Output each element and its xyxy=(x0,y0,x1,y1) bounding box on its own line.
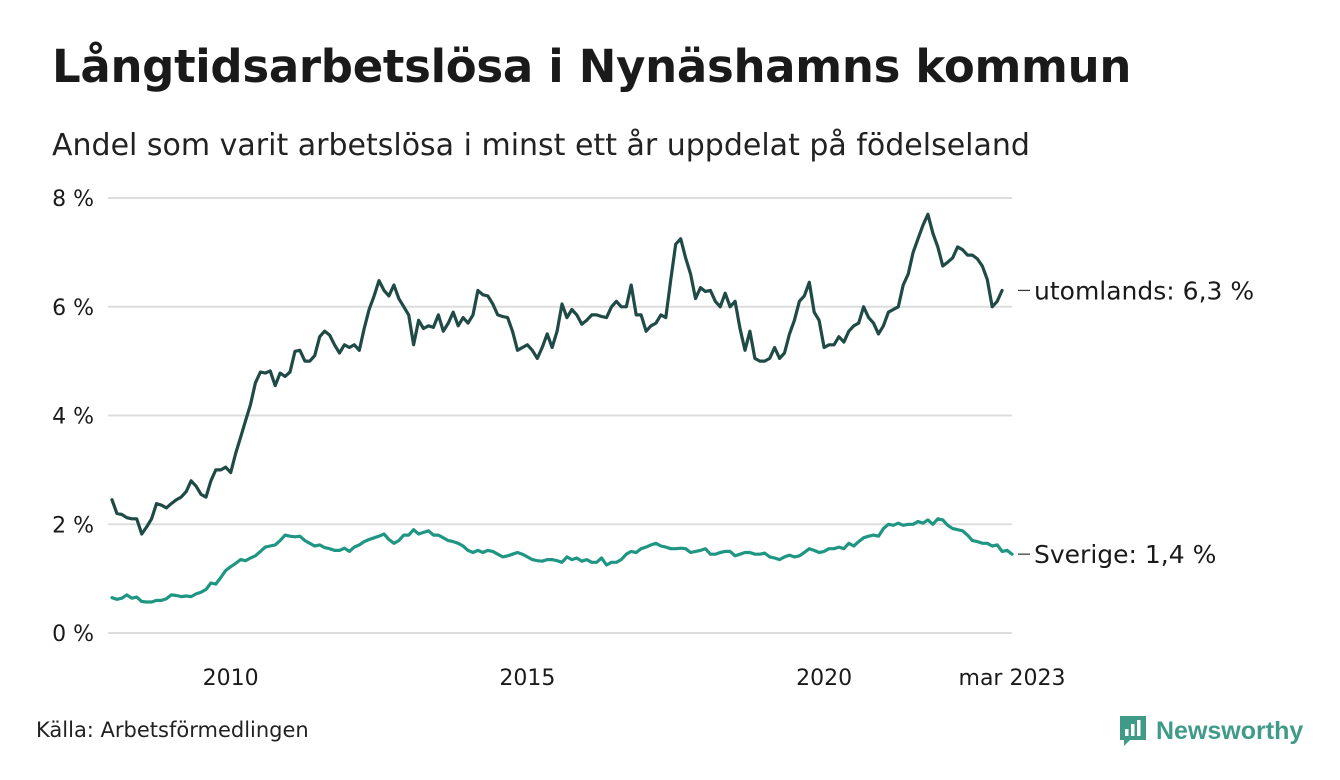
x-tick-label: 2020 xyxy=(796,666,852,691)
series-line-sverige xyxy=(110,517,1014,604)
y-tick-label: 4 % xyxy=(52,405,94,430)
y-axis-ticks: 0 % 2 % 4 % 6 % 8 % xyxy=(52,187,94,647)
x-axis-ticks: 2010 2015 2020 mar 2023 xyxy=(203,666,1066,691)
end-label-utomlands: utomlands: 6,3 % xyxy=(1034,276,1254,305)
newsworthy-logo-icon xyxy=(1120,716,1146,746)
series-lines xyxy=(110,212,1014,604)
x-tick-label: 2010 xyxy=(203,666,259,691)
end-label-sverige: Sverige: 1,4 % xyxy=(1034,540,1216,569)
x-tick-label: 2015 xyxy=(499,666,555,691)
y-tick-label: 8 % xyxy=(52,187,94,212)
y-tick-label: 2 % xyxy=(52,513,94,538)
series-line-utomlands xyxy=(110,212,1004,536)
chart-title: Långtidsarbetslösa i Nynäshamns kommun xyxy=(52,40,1132,93)
source-note: Källa: Arbetsförmedlingen xyxy=(36,718,309,742)
brand-name: Newsworthy xyxy=(1156,716,1304,745)
y-tick-label: 6 % xyxy=(52,296,94,321)
chart-subtitle: Andel som varit arbetslösa i minst ett å… xyxy=(52,128,1030,163)
end-labels: utomlands: 6,3 % Sverige: 1,4 % xyxy=(1018,276,1254,569)
x-tick-label: mar 2023 xyxy=(959,666,1066,691)
y-tick-label: 0 % xyxy=(52,622,94,647)
gridlines xyxy=(108,197,1012,634)
brand-logo: Newsworthy xyxy=(1118,712,1303,750)
